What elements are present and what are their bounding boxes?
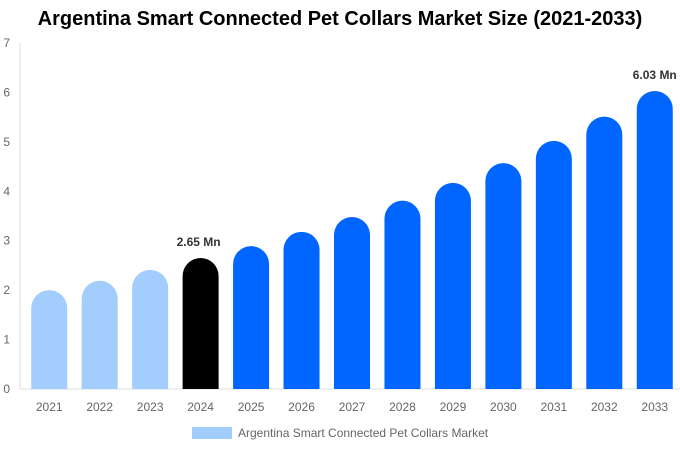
data-label: 2.65 Mn xyxy=(177,235,221,249)
x-tick-label: 2025 xyxy=(238,400,265,414)
bar-2032 xyxy=(586,116,623,390)
y-tick-label: 3 xyxy=(3,234,10,248)
legend[interactable]: Argentina Smart Connected Pet Collars Ma… xyxy=(192,426,488,440)
chart-title: Argentina Smart Connected Pet Collars Ma… xyxy=(37,8,643,30)
bar-2029 xyxy=(434,182,471,389)
x-tick-label: 2023 xyxy=(137,400,164,414)
x-tick-label: 2021 xyxy=(36,400,63,414)
x-tick-label: 2028 xyxy=(389,400,416,414)
legend-label: Argentina Smart Connected Pet Collars Ma… xyxy=(238,426,489,440)
x-tick-label: 2022 xyxy=(86,400,113,414)
x-tick-label: 2026 xyxy=(288,400,315,414)
bar-2031 xyxy=(535,140,572,389)
bar-2030 xyxy=(485,163,522,389)
x-tick-label: 2027 xyxy=(339,400,366,414)
bar-2021 xyxy=(31,290,68,389)
bar-2033 xyxy=(636,90,673,390)
bar-2022 xyxy=(81,280,118,389)
bar-2025 xyxy=(233,246,270,389)
y-tick-label: 5 xyxy=(3,135,10,149)
x-tick-label: 2024 xyxy=(187,400,214,414)
bar-2026 xyxy=(283,231,320,389)
bar-2023 xyxy=(132,269,169,389)
legend-swatch xyxy=(192,427,232,439)
x-tick-label: 2032 xyxy=(591,400,618,414)
y-tick-label: 4 xyxy=(3,184,10,198)
x-tick-label: 2030 xyxy=(490,400,517,414)
bar-2028 xyxy=(384,200,421,389)
bar-2027 xyxy=(334,216,370,389)
y-tick-label: 1 xyxy=(3,333,10,347)
x-tick-label: 2033 xyxy=(641,400,668,414)
x-tick-label: 2029 xyxy=(440,400,467,414)
y-tick-label: 0 xyxy=(3,382,10,396)
y-tick-label: 6 xyxy=(3,85,10,99)
y-tick-label: 7 xyxy=(3,36,10,50)
data-label: 6.03 Mn xyxy=(633,68,677,82)
y-tick-label: 2 xyxy=(3,283,10,297)
bar-2024 xyxy=(182,258,219,389)
x-tick-label: 2031 xyxy=(540,400,567,414)
